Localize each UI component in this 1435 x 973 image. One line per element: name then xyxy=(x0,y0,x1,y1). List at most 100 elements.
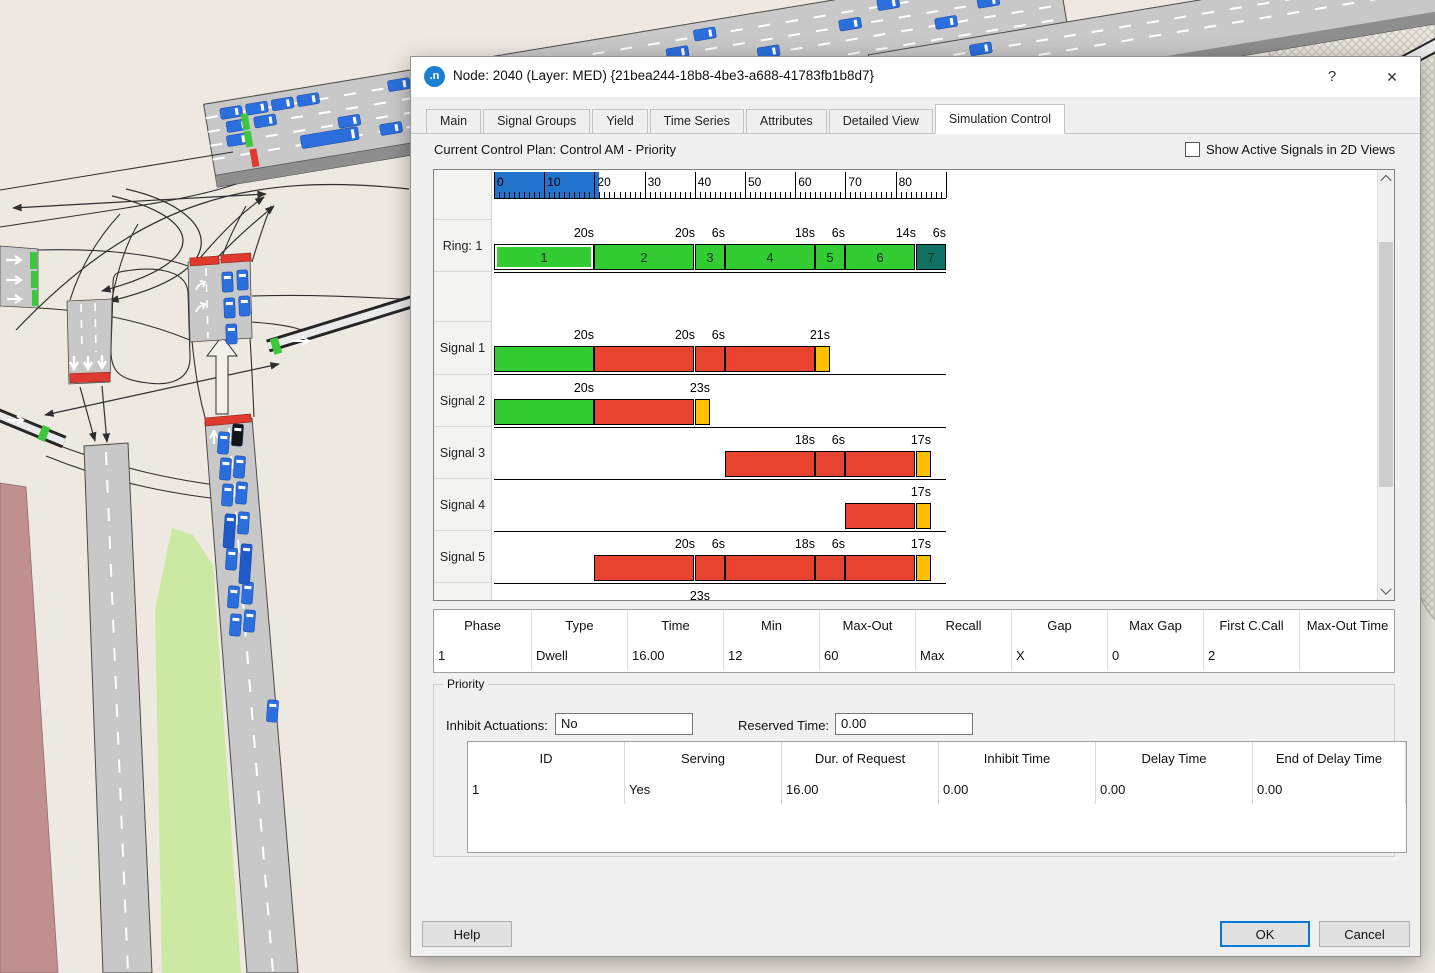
table-cell[interactable]: 16.00 xyxy=(782,774,939,804)
node-dialog: .n Node: 2040 (Layer: MED) {21bea244-18b… xyxy=(410,56,1421,957)
signal-state-segment[interactable] xyxy=(845,451,915,477)
segment-duration-label: 6s xyxy=(775,537,845,553)
table-cell[interactable]: Max xyxy=(916,640,1012,670)
signal-state-segment[interactable] xyxy=(725,346,815,372)
segment-duration-label: 6s xyxy=(775,433,845,449)
column-header-max-gap: Max Gap xyxy=(1108,610,1204,640)
show-active-signals-option[interactable]: Show Active Signals in 2D Views xyxy=(1185,142,1395,157)
ruler-tick-label: 60 xyxy=(798,175,811,189)
help-context-button[interactable]: ? xyxy=(1318,65,1346,89)
signal-state-segment[interactable] xyxy=(725,451,815,477)
ring-phase-segment[interactable]: 4 xyxy=(725,244,815,270)
table-cell[interactable]: 12 xyxy=(724,640,820,670)
timeline-row-baseline xyxy=(494,427,946,428)
signal-state-segment[interactable] xyxy=(916,555,931,581)
signal-state-segment[interactable] xyxy=(594,399,694,425)
signal-state-segment[interactable] xyxy=(594,346,694,372)
signal-state-segment[interactable] xyxy=(845,503,915,529)
table-cell[interactable]: 2 xyxy=(1204,640,1300,670)
scroll-up-icon[interactable] xyxy=(1378,170,1394,187)
close-icon[interactable]: ✕ xyxy=(1378,65,1406,89)
table-cell[interactable]: 0.00 xyxy=(1253,774,1406,804)
ring-phase-segment[interactable]: 7 xyxy=(916,244,946,270)
segment-duration-label: 17s xyxy=(861,485,931,501)
tab-main[interactable]: Main xyxy=(426,109,481,133)
signal-state-segment[interactable] xyxy=(815,451,845,477)
table-cell[interactable]: Yes xyxy=(625,774,782,804)
ring-phase-segment[interactable]: 1 xyxy=(494,244,594,270)
segment-duration-label: 17s xyxy=(861,537,931,553)
show-active-checkbox[interactable] xyxy=(1185,142,1200,157)
column-header-type: Type xyxy=(532,610,628,640)
signal-state-segment[interactable] xyxy=(845,555,915,581)
signal-state-segment[interactable] xyxy=(695,399,710,425)
table-cell[interactable]: 0.00 xyxy=(939,774,1096,804)
ruler-tick-label: 80 xyxy=(899,175,912,189)
timeline-scrollbar[interactable] xyxy=(1377,170,1394,600)
segment-duration-label: 6s xyxy=(775,226,845,242)
ring-phase-segment[interactable]: 3 xyxy=(695,244,725,270)
inhibit-actuations-label: Inhibit Actuations: xyxy=(446,718,548,733)
table-cell[interactable]: 16.00 xyxy=(628,640,724,670)
signal-state-segment[interactable] xyxy=(494,399,594,425)
column-header-delay-time: Delay Time xyxy=(1096,742,1253,774)
timeline-row-label: Signal 3 xyxy=(434,427,492,479)
timeline-row-label: Ring: 1 xyxy=(434,220,492,272)
signal-state-segment[interactable] xyxy=(725,555,815,581)
signal-state-segment[interactable] xyxy=(916,451,931,477)
signal-state-segment[interactable] xyxy=(695,555,725,581)
inhibit-actuations-input[interactable]: No xyxy=(555,713,693,735)
priority-table[interactable]: IDServingDur. of RequestInhibit TimeDela… xyxy=(467,741,1407,853)
table-cell[interactable]: 0 xyxy=(1108,640,1204,670)
signal-timeline-panel[interactable]: Ring: 1Signal 1Signal 2Signal 3Signal 4S… xyxy=(433,169,1395,601)
tab-signal-groups[interactable]: Signal Groups xyxy=(483,109,590,133)
signal-state-segment[interactable] xyxy=(815,555,845,581)
signal-state-segment[interactable] xyxy=(494,346,594,372)
ruler-baseline xyxy=(494,198,946,199)
ruler-tick xyxy=(946,172,947,198)
help-button[interactable]: Help xyxy=(422,921,512,947)
reserved-time-input[interactable]: 0.00 xyxy=(835,713,973,735)
tab-yield[interactable]: Yield xyxy=(592,109,647,133)
column-header-gap: Gap xyxy=(1012,610,1108,640)
ring-phase-segment[interactable]: 6 xyxy=(845,244,915,270)
ruler-tick xyxy=(795,172,796,198)
scrollbar-thumb[interactable] xyxy=(1379,242,1393,487)
table-cell[interactable]: Dwell xyxy=(532,640,628,670)
table-cell[interactable]: 1 xyxy=(434,640,532,670)
tab-time-series[interactable]: Time Series xyxy=(650,109,744,133)
priority-group-label: Priority xyxy=(443,677,488,691)
ruler-tick xyxy=(594,172,595,198)
table-cell[interactable]: 60 xyxy=(820,640,916,670)
tab-strip: MainSignal GroupsYieldTime SeriesAttribu… xyxy=(411,105,1420,134)
timeline-row-label: Signal 1 xyxy=(434,322,492,375)
tab-simulation-control[interactable]: Simulation Control xyxy=(935,104,1065,134)
segment-duration-label: 6s xyxy=(655,226,725,242)
ring-phase-segment[interactable]: 5 xyxy=(815,244,845,270)
timeline-row-label: Signal 5 xyxy=(434,531,492,583)
column-header-recall: Recall xyxy=(916,610,1012,640)
segment-duration-label: 20s xyxy=(524,226,594,242)
cancel-button[interactable]: Cancel xyxy=(1319,921,1410,947)
signal-state-segment[interactable] xyxy=(594,555,694,581)
timeline-label-spacer xyxy=(434,583,492,601)
scroll-down-icon[interactable] xyxy=(1378,583,1394,600)
ruler-tick xyxy=(695,172,696,198)
signal-state-segment[interactable] xyxy=(916,503,931,529)
phase-table[interactable]: PhaseTypeTimeMinMax-OutRecallGapMax GapF… xyxy=(433,609,1395,673)
timeline-row-baseline xyxy=(494,272,946,273)
signal-state-segment[interactable] xyxy=(695,346,725,372)
window-title: Node: 2040 (Layer: MED) {21bea244-18b8-4… xyxy=(453,68,874,83)
table-cell[interactable]: 1 xyxy=(468,774,625,804)
ok-button[interactable]: OK xyxy=(1220,921,1310,947)
title-bar[interactable]: .n Node: 2040 (Layer: MED) {21bea244-18b… xyxy=(411,57,1420,98)
column-header-id: ID xyxy=(468,742,625,774)
table-cell[interactable]: X xyxy=(1012,640,1108,670)
table-cell[interactable] xyxy=(1300,640,1395,670)
table-cell[interactable]: 0.00 xyxy=(1096,774,1253,804)
ring-phase-segment[interactable]: 2 xyxy=(594,244,694,270)
tab-attributes[interactable]: Attributes xyxy=(746,109,827,133)
tab-detailed-view[interactable]: Detailed View xyxy=(829,109,933,133)
ruler-tick-label: 30 xyxy=(648,175,661,189)
signal-state-segment[interactable] xyxy=(815,346,830,372)
